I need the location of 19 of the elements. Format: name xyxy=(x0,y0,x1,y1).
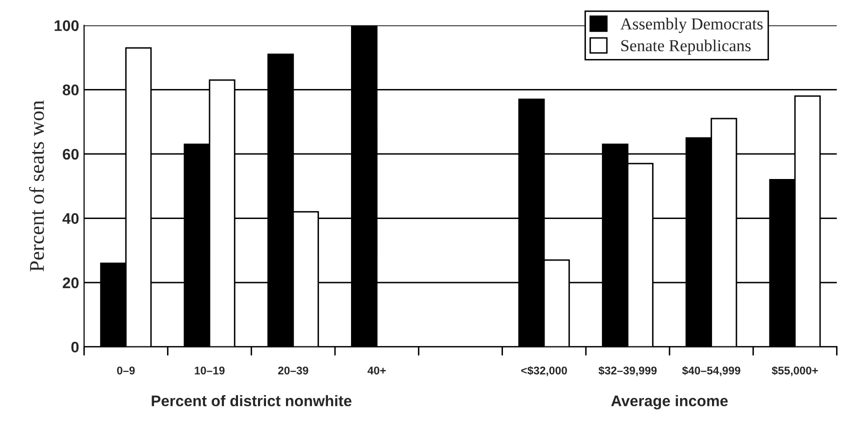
x-tick-label: 10–19 xyxy=(194,366,225,374)
legend-label: Senate Republicans xyxy=(621,40,751,55)
legend-label: Assembly Democrats xyxy=(620,18,763,33)
y-axis-title: Percent of seats won xyxy=(29,100,44,272)
x-tick-label: $55,000+ xyxy=(772,366,818,376)
y-tick-label: 60 xyxy=(62,148,79,160)
y-tick-label: 100 xyxy=(54,20,79,32)
text: Percent of district nonwhite xyxy=(152,395,352,406)
y-tick-label: 80 xyxy=(62,84,79,96)
text: Average income xyxy=(611,395,728,410)
x-tick-label: $40–54,999 xyxy=(682,366,740,376)
y-tick-label: 20 xyxy=(62,277,79,288)
x-tick-label: $32–39,999 xyxy=(598,366,657,376)
y-tick-label: 40 xyxy=(62,213,79,224)
x-tick-label: 20–39 xyxy=(278,366,308,374)
x-tick-label: 40+ xyxy=(368,366,386,374)
x-tick-label: 0–9 xyxy=(117,366,135,374)
x-tick-label: <$32,000 xyxy=(521,366,567,376)
y-tick-label: 0 xyxy=(71,342,79,353)
